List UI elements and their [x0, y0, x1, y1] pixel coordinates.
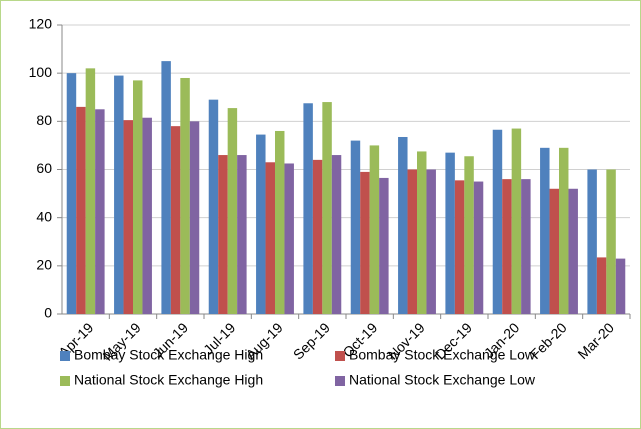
y-tick-label: 40: [36, 208, 52, 224]
bar: [492, 129, 503, 314]
bar: [615, 258, 626, 314]
bar: [502, 179, 512, 314]
bar: [95, 109, 105, 315]
bar: [350, 140, 361, 314]
bar: [123, 120, 133, 314]
bar: [66, 73, 77, 315]
bar: [114, 75, 124, 314]
bar: [161, 61, 171, 314]
bar: [606, 169, 616, 314]
bar: [237, 155, 247, 314]
bar: [398, 136, 408, 314]
bar: [540, 147, 550, 314]
bar: [521, 179, 531, 314]
bar: [464, 156, 474, 314]
y-tick-label: 60: [36, 160, 52, 176]
legend-swatch: [60, 376, 70, 386]
bar: [559, 147, 569, 314]
bar: [511, 128, 522, 314]
legend-swatch: [335, 351, 345, 361]
legend-label: Bombay Stock Exchange Low: [349, 347, 536, 363]
bar: [142, 117, 152, 315]
bar: [180, 77, 190, 314]
legend-label: Bombay Stock Exchange High: [74, 347, 263, 363]
bar: [379, 177, 389, 314]
bar: [227, 108, 238, 315]
bar: [407, 169, 417, 314]
bar: [312, 159, 323, 314]
bar: [133, 80, 143, 315]
y-tick-label: 80: [36, 112, 52, 128]
legend-label: National Stock Exchange High: [74, 372, 263, 388]
bar: [596, 257, 607, 314]
bar: [322, 102, 332, 314]
bar: [303, 103, 313, 314]
bar: [417, 151, 427, 314]
bar: [473, 181, 484, 314]
bar: [426, 169, 436, 314]
legend-swatch: [60, 351, 70, 361]
bar: [549, 188, 559, 314]
bar: [208, 99, 219, 315]
legend-label: National Stock Exchange Low: [349, 372, 536, 388]
y-tick-label: 100: [29, 64, 53, 80]
bar: [218, 155, 228, 314]
bar: [284, 163, 294, 314]
bar: [360, 171, 370, 314]
bar: [445, 152, 455, 314]
y-tick-label: 0: [44, 305, 52, 321]
bar: [331, 155, 342, 314]
y-tick-label: 120: [29, 16, 53, 32]
legend-swatch: [335, 376, 345, 386]
bar: [454, 180, 465, 314]
bar: [189, 121, 200, 314]
bar: [85, 68, 96, 314]
y-tick-label: 20: [36, 257, 52, 273]
bar: [170, 126, 181, 315]
bar: [568, 188, 578, 314]
bar: [369, 145, 380, 314]
bar: [265, 162, 275, 314]
bar: [76, 106, 86, 314]
bar: [275, 130, 285, 314]
bar: [256, 134, 266, 314]
bar: [587, 169, 597, 314]
